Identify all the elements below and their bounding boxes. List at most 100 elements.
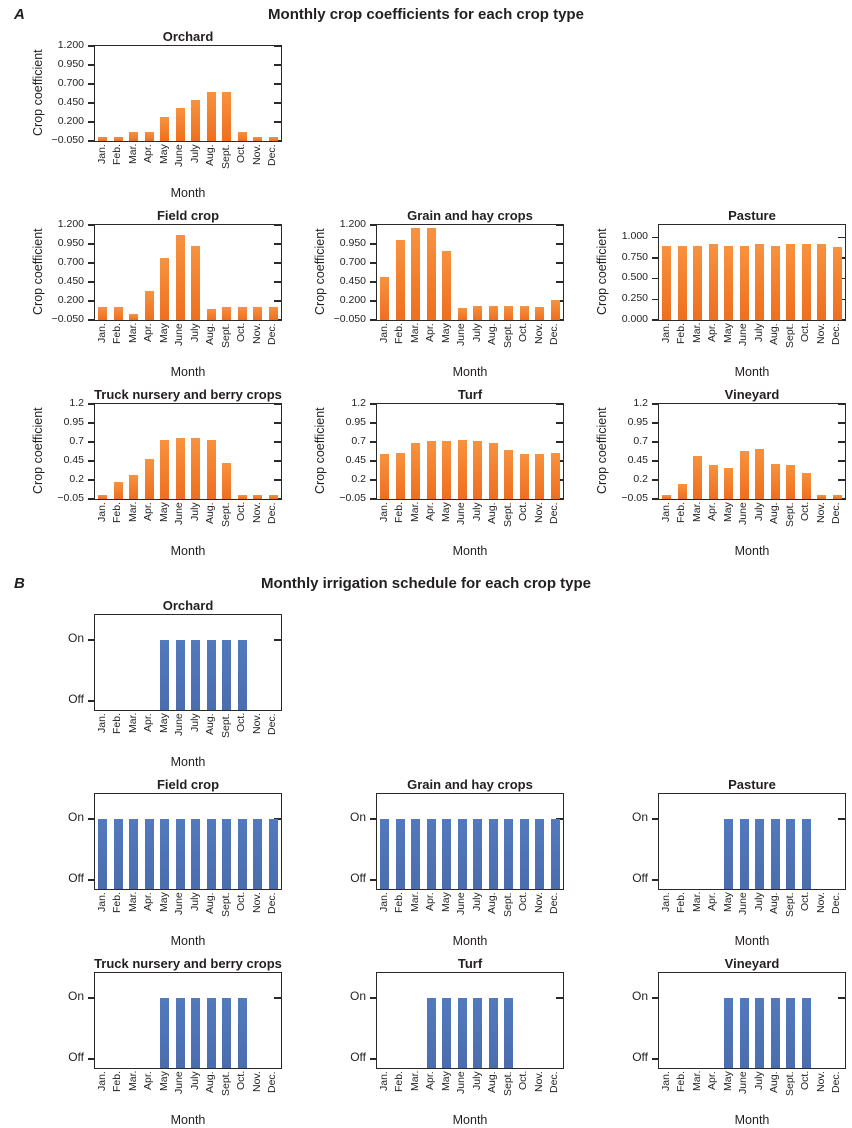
y-tick-mark-right [274,140,281,142]
chart-body: Crop coefficient 1.2 0.95 0.7 0.45 0.2 −0.05 [594,397,846,504]
y-tick-mark-right [274,102,281,104]
y-tick-mark-right [274,300,281,302]
bar-aug [488,306,498,320]
panel-b-header: B Monthly irrigation schedule for each c… [0,573,852,597]
y-tick-mark-right [274,121,281,123]
x-axis-label: Month [170,186,206,200]
y-axis-tick-labels: 1.2 0.95 0.7 0.45 0.2 −0.05 [610,397,658,504]
y-tick-mark-right [556,262,563,264]
bar-june [175,997,185,1068]
y-tick-mark-left [88,460,94,462]
bar-nov [535,818,545,889]
bar-feb [113,307,123,320]
bar-apr [144,459,154,499]
x-tick-label-jan: Jan. [95,323,108,343]
bar-july [191,997,201,1068]
y-tick-label: 0.450 [57,95,84,108]
bar-june [175,234,185,320]
bar-oct [801,818,811,889]
plot-area [370,224,564,321]
bar-aug [488,997,498,1068]
bar-may [160,257,170,320]
bar-sept [504,306,514,320]
y-tick-label: 0.750 [621,250,648,263]
y-tick-mark-right [274,224,281,226]
bar-oct [801,997,811,1068]
bar-jan [98,818,108,889]
bar-july [473,997,483,1068]
plot-area [88,224,282,321]
y-tick-mark-left [88,700,94,702]
bar-july [191,438,201,499]
bar-may [442,250,452,320]
x-tick-label-july: July [188,1071,201,1090]
x-tick-label-nov: Nov. [250,892,263,913]
chart-a-field-crop: Field crop Crop coefficient 1.200 0.950 0.70… [30,207,282,380]
y-tick-mark-left [370,224,376,226]
plot-area [652,403,846,500]
chart-b-field-crop: Field crop On Off Jan. Feb. Mar. Apr. May June Ju… [30,776,282,949]
bar-apr [426,818,436,889]
x-tick-label-aug: Aug. [204,892,217,914]
y-tick-label: 1.2 [633,396,648,409]
y-tick-mark-left [652,298,658,301]
bar-aug [206,997,216,1068]
bar-sept [222,818,232,889]
bar-oct [801,244,811,320]
x-tick-label-apr: Apr. [424,1071,437,1090]
x-tick-label-mar: Mar. [126,1071,139,1092]
y-tick-label: 0.200 [57,114,84,127]
bar-mar [129,131,139,141]
x-tick-label-feb: Feb. [675,892,688,914]
x-tick-label-sept: Sept. [783,1071,796,1096]
plot-area [88,403,282,500]
y-tick-label: 0.450 [339,274,366,287]
y-tick-label: On [67,989,84,1004]
plot-area [370,403,564,500]
x-tick-label-oct: Oct. [235,144,248,164]
x-axis-label: Month [170,544,206,558]
bar-mar [693,245,703,320]
x-tick-label-dec: Dec. [266,502,279,524]
x-tick-label-june: June [173,1071,186,1094]
chart-body: Crop coefficient 1.200 0.950 0.700 0.450 0.20… [30,218,282,325]
x-tick-label-aug: Aug. [204,713,217,735]
y-tick-mark-left [88,262,94,264]
x-tick-label-oct: Oct. [517,1071,530,1091]
bar-sept [504,818,514,889]
x-tick-label-may: May [157,323,170,343]
y-tick-label: 0.45 [63,453,84,466]
chart-body: Crop coefficient 1.200 0.950 0.700 0.450 0.20… [30,39,282,146]
y-tick-mark-right [274,243,281,245]
bar-june [457,818,467,889]
x-tick-label-feb: Feb. [675,502,688,524]
y-tick-mark-right [274,479,281,481]
plot-area [652,224,846,321]
y-tick-label: On [67,810,84,825]
x-tick-label-apr: Apr. [424,502,437,521]
x-tick-label-july: July [752,892,765,911]
x-tick-label-may: May [721,1071,734,1091]
x-axis-tick-labels: Jan. Feb. Mar. Apr. May June July Aug. Sept. Oct.… [658,321,846,365]
x-tick-label-dec: Dec. [266,1071,279,1093]
bar-aug [770,464,780,499]
x-tick-label-nov: Nov. [532,502,545,523]
bar-sept [786,244,796,320]
y-tick-label: Off [350,871,366,886]
y-tick-mark-right [556,319,563,321]
x-tick-label-june: June [455,323,468,346]
x-tick-label-mar: Mar. [690,892,703,913]
y-tick-mark-left [370,879,376,881]
x-tick-label-june: June [455,1071,468,1094]
x-tick-label-oct: Oct. [799,1071,812,1091]
bar-may [442,441,452,499]
bar-mar [693,455,703,499]
x-tick-label-june: June [173,144,186,167]
x-tick-label-oct: Oct. [517,502,530,522]
y-tick-mark-right [556,441,563,443]
y-tick-mark-left [370,441,376,443]
y-tick-mark-right [556,997,563,999]
bar-nov [817,244,827,320]
chart-body: On Off [594,972,846,1069]
panel-b-charts-grid: Orchard On Off Jan. Feb. Mar. Apr. May June July A… [0,597,852,1128]
